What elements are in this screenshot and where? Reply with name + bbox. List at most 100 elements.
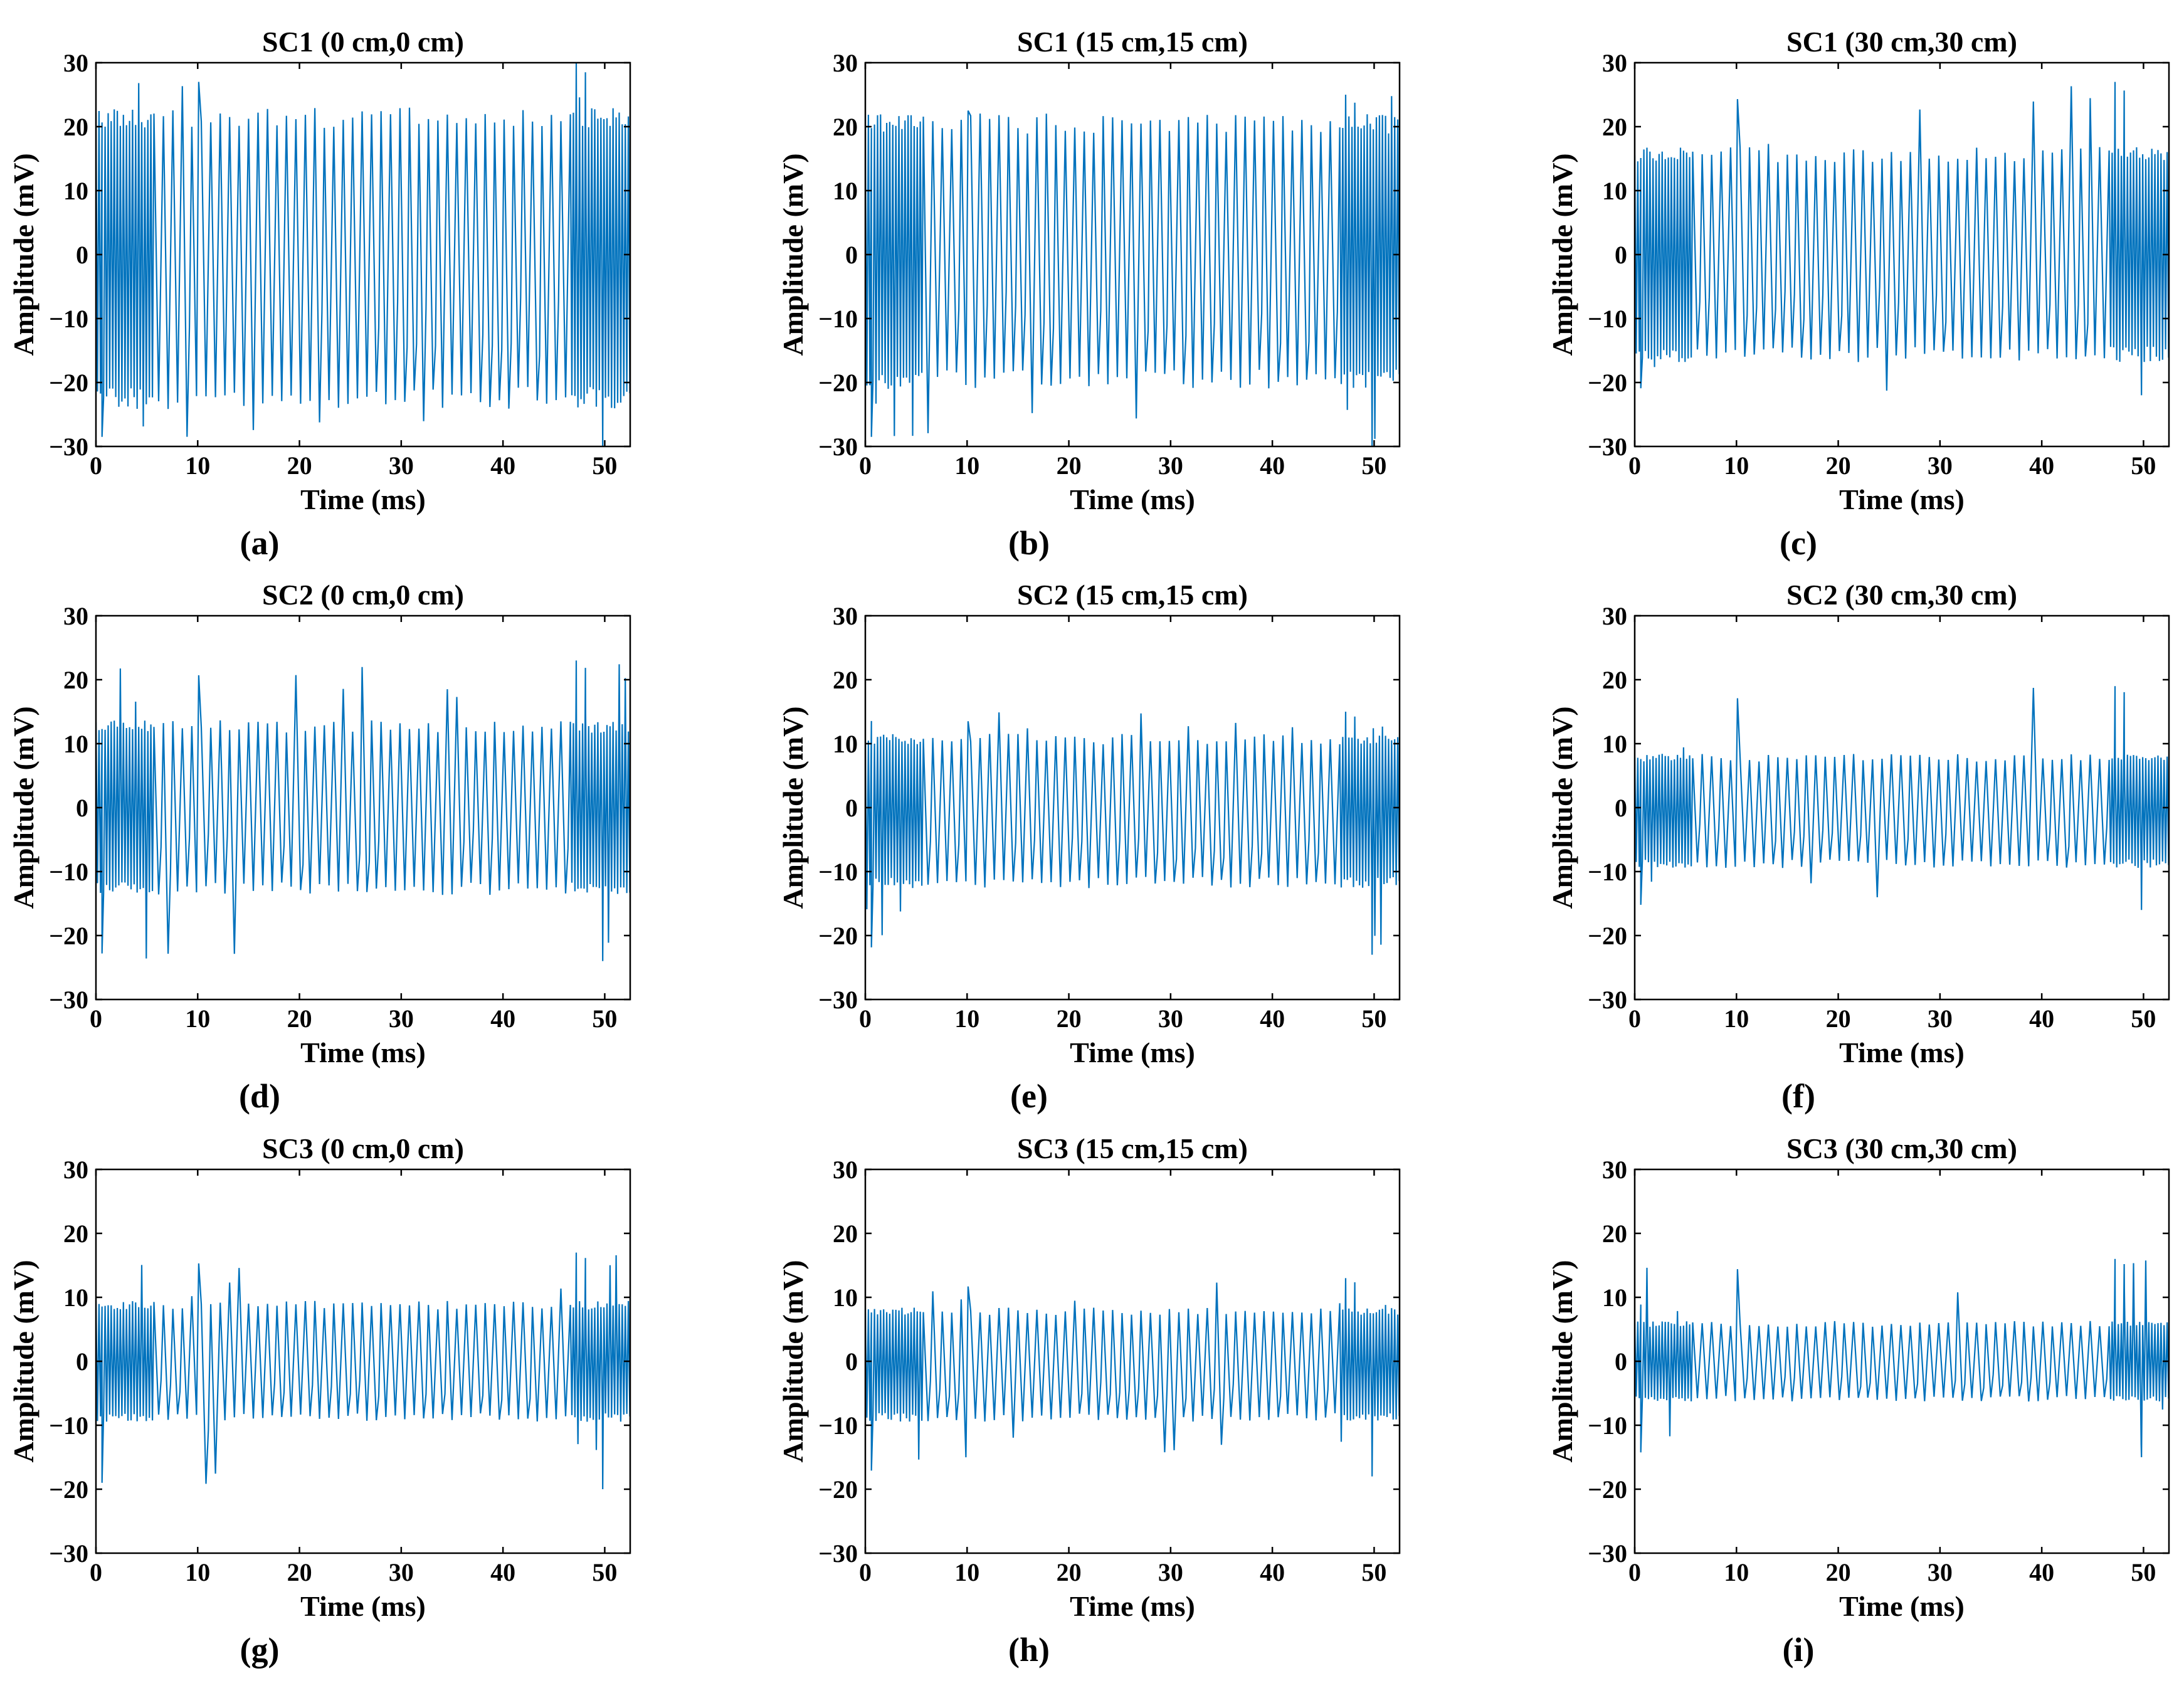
y-tick-label: 20 bbox=[63, 113, 88, 141]
axes-frame bbox=[1633, 614, 2170, 1001]
y-axis-label: Amplitude (mV) bbox=[1546, 153, 1578, 356]
x-tick-label: 40 bbox=[490, 1005, 515, 1033]
x-axis-label: Time (ms) bbox=[300, 483, 426, 515]
y-tick-label: −10 bbox=[1588, 305, 1627, 333]
x-tick-label: 50 bbox=[1361, 1558, 1386, 1586]
y-tick-label: 20 bbox=[63, 666, 88, 694]
panel-label: (i) bbox=[1783, 1631, 1815, 1669]
x-tick-label: 0 bbox=[859, 1558, 872, 1586]
x-tick-label: 40 bbox=[2029, 1005, 2054, 1033]
y-tick-label: −20 bbox=[818, 1475, 858, 1504]
signal-line bbox=[96, 63, 630, 446]
signal-line bbox=[1635, 686, 2169, 910]
y-tick-label: −30 bbox=[1588, 433, 1627, 461]
x-tick-label: 10 bbox=[185, 451, 210, 480]
x-tick-label: 50 bbox=[2131, 451, 2156, 480]
y-tick-label: −10 bbox=[49, 858, 88, 886]
y-tick-label: 10 bbox=[63, 177, 88, 205]
y-tick-label: 20 bbox=[1602, 113, 1627, 141]
y-tick-label: −30 bbox=[818, 433, 858, 461]
y-tick-label: 30 bbox=[63, 49, 88, 77]
x-tick-label: 20 bbox=[1057, 451, 1082, 480]
panel-label: (d) bbox=[239, 1077, 280, 1115]
x-tick-label: 50 bbox=[2131, 1005, 2156, 1033]
panel-e: 0 10 20 30 40 50 −30 −20 −10 0 10 20 30 SC2 (15 cm,15… bbox=[777, 579, 1401, 1115]
y-tick-label: −10 bbox=[1588, 858, 1627, 886]
x-tick-label: 10 bbox=[954, 451, 979, 480]
y-tick-label: −30 bbox=[818, 986, 858, 1014]
y-tick-label: 0 bbox=[845, 241, 858, 269]
x-tick-label: 30 bbox=[389, 1005, 414, 1033]
y-tick-label: 0 bbox=[76, 1347, 88, 1376]
x-tick-label: 0 bbox=[1628, 1558, 1641, 1586]
y-tick-label: −10 bbox=[818, 1411, 858, 1440]
x-tick-label: 40 bbox=[490, 1558, 515, 1586]
x-tick-label: 10 bbox=[954, 1005, 979, 1033]
y-axis-label: Amplitude (mV) bbox=[777, 706, 809, 909]
y-axis-label: Amplitude (mV) bbox=[8, 1260, 40, 1462]
panel-h: 0 10 20 30 40 50 −30 −20 −10 0 10 20 30 SC3 (15 cm,15… bbox=[777, 1132, 1401, 1669]
x-tick-label: 30 bbox=[1158, 1005, 1183, 1033]
axes-frame bbox=[95, 1168, 631, 1554]
x-tick-label: 20 bbox=[1057, 1558, 1082, 1586]
panel-label: (h) bbox=[1008, 1631, 1050, 1669]
x-tick-label: 0 bbox=[90, 1005, 102, 1033]
panel-label: (a) bbox=[240, 524, 280, 562]
x-axis-label: Time (ms) bbox=[1839, 483, 1965, 515]
y-tick-label: 20 bbox=[1602, 666, 1627, 694]
y-tick-label: 10 bbox=[63, 1284, 88, 1312]
y-axis-label: Amplitude (mV) bbox=[8, 706, 40, 909]
x-tick-label: 0 bbox=[90, 1558, 102, 1586]
y-tick-label: −20 bbox=[818, 369, 858, 397]
x-axis-label: Time (ms) bbox=[300, 1036, 426, 1068]
x-axis-label: Time (ms) bbox=[1070, 483, 1195, 515]
y-tick-label: −30 bbox=[818, 1539, 858, 1568]
x-tick-label: 50 bbox=[2131, 1558, 2156, 1586]
y-tick-label: 0 bbox=[1615, 794, 1627, 822]
panel-label: (c) bbox=[1780, 524, 1817, 562]
x-axis-label: Time (ms) bbox=[1839, 1036, 1965, 1068]
axes-frame bbox=[95, 614, 631, 1001]
y-tick-label: −20 bbox=[1588, 1475, 1627, 1504]
panel-title: SC3 (0 cm,0 cm) bbox=[262, 1132, 464, 1164]
x-axis-label: Time (ms) bbox=[1070, 1590, 1195, 1622]
x-tick-label: 20 bbox=[1826, 451, 1851, 480]
y-tick-label: 0 bbox=[76, 794, 88, 822]
panel-title: SC1 (0 cm,0 cm) bbox=[262, 26, 464, 58]
x-tick-label: 0 bbox=[859, 1005, 872, 1033]
signal-line bbox=[865, 94, 1400, 446]
x-tick-label: 40 bbox=[1260, 1558, 1285, 1586]
panel-title: SC3 (30 cm,30 cm) bbox=[1786, 1132, 2017, 1164]
panel-label: (g) bbox=[240, 1631, 280, 1669]
x-tick-label: 10 bbox=[185, 1558, 210, 1586]
x-tick-label: 10 bbox=[954, 1558, 979, 1586]
y-tick-label: 0 bbox=[845, 794, 858, 822]
y-tick-label: −20 bbox=[1588, 922, 1627, 950]
panel-g: 0 10 20 30 40 50 −30 −20 −10 0 10 20 30 SC3 (0 cm,0 c… bbox=[8, 1132, 631, 1669]
y-tick-label: 10 bbox=[1602, 1284, 1627, 1312]
panel-label: (e) bbox=[1010, 1077, 1048, 1115]
y-tick-label: 30 bbox=[833, 602, 858, 630]
y-tick-label: −20 bbox=[49, 922, 88, 950]
y-tick-label: −30 bbox=[1588, 986, 1627, 1014]
y-tick-label: −30 bbox=[1588, 1539, 1627, 1568]
y-tick-label: −10 bbox=[49, 1411, 88, 1440]
x-tick-label: 20 bbox=[1826, 1558, 1851, 1586]
x-tick-label: 40 bbox=[1260, 451, 1285, 480]
x-tick-label: 30 bbox=[1928, 1005, 1953, 1033]
x-tick-label: 30 bbox=[1158, 1558, 1183, 1586]
x-tick-label: 50 bbox=[592, 1005, 617, 1033]
panel-title: SC1 (30 cm,30 cm) bbox=[1786, 26, 2017, 58]
x-tick-label: 30 bbox=[389, 1558, 414, 1586]
y-tick-label: 20 bbox=[1602, 1220, 1627, 1248]
panel-title: SC1 (15 cm,15 cm) bbox=[1017, 26, 1248, 58]
y-tick-label: 10 bbox=[1602, 177, 1627, 205]
x-axis-label: Time (ms) bbox=[1839, 1590, 1965, 1622]
panel-i: 0 10 20 30 40 50 −30 −20 −10 0 10 20 30 SC3 (30 cm,30… bbox=[1546, 1132, 2170, 1669]
y-axis-label: Amplitude (mV) bbox=[1546, 706, 1578, 909]
x-tick-label: 10 bbox=[185, 1005, 210, 1033]
y-tick-label: 10 bbox=[833, 730, 858, 758]
signal-line bbox=[96, 1252, 630, 1490]
y-tick-label: −30 bbox=[49, 433, 88, 461]
x-tick-label: 50 bbox=[1361, 451, 1386, 480]
